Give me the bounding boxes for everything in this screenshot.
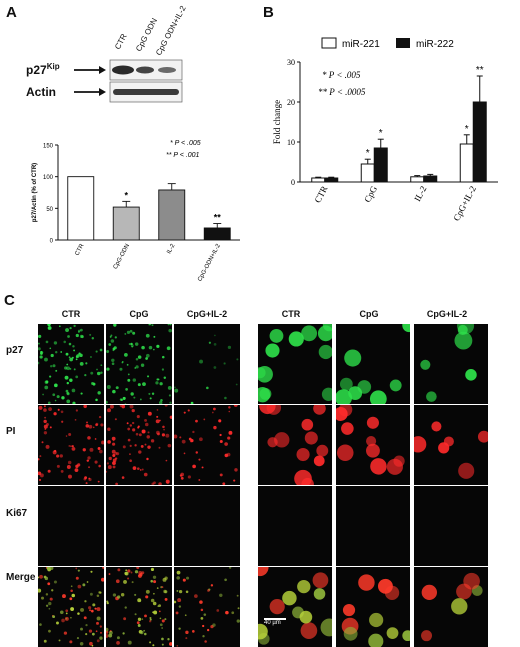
chart-b-significance: * [366,148,370,159]
chart-b-significance: ** [476,65,484,76]
micrograph-tile [38,486,104,566]
chart-a-significance: ** [214,213,222,223]
chart-b-bar [311,177,326,183]
blot-col-cpg-il2: CpG ODN+IL-2 [154,4,188,58]
grid-col-label: CpG [129,309,149,319]
micrograph-tile [258,486,332,566]
chart-b-bar [472,101,487,183]
p27-text: p27 [26,63,47,77]
chart-a-y-tick-label: 150 [43,144,54,150]
micrograph-tile [336,567,410,647]
scale-bar-left: 40 µm [264,618,286,626]
chart-b-y-tick-label: 0 [291,178,295,187]
micrograph-tile [174,324,240,404]
p27-band-cpg-il2 [158,67,176,73]
blot-p27-label: p27Kip [26,62,60,77]
blot-col-ctr: CTR [113,32,129,51]
micrograph-tile [106,324,172,404]
chart-a-x-tick-label: CpG-ODN+IL-2 [197,243,222,283]
chart-b-annotation: * P < .005 [322,70,361,80]
chart-b-bar [324,177,339,183]
micrograph-tile [258,324,332,404]
chart-b-legend-label: miR-221 [342,39,380,50]
grid-col-label: CpG [359,309,379,319]
chart-b: miR-221 miR-222 * P < .005 ** P < .0005 0 10 2… [272,37,498,223]
chart-a-bar [158,189,186,241]
chart-a-ylabel: p27/Actin (% of CTR) [32,163,38,222]
p27-band-ctr [112,65,134,75]
chart-a-legend: * P < .005 [170,140,201,147]
chart-b-x-tick-label: CTR [312,184,329,204]
chart-a: 0 50 100 150 p27/Actin (% of CTR) CTR * CpG-ODN… [32,140,240,283]
micrograph-tile [336,405,410,485]
chart-a-x-tick-label: IL-2 [166,243,176,256]
panel-b-letter: B [263,4,274,21]
chart-b-y-tick-label: 10 [287,138,295,147]
chart-a-x-tick-label: CpG-ODN [113,243,131,270]
western-blot [74,59,183,103]
chart-a-y-tick-label: 0 [50,239,54,245]
micrograph-tile [38,405,104,485]
grid-row-label: p27 [6,345,24,356]
panel-c-letter: C [4,292,15,309]
grid-row-label: Merge [6,572,36,583]
grid-col-label: CTR [281,309,301,319]
chart-b-x-tick-label: CpG+IL-2 [451,184,478,222]
micrograph-tile [174,405,240,485]
chart-a-y-tick-label: 50 [46,207,53,213]
chart-b-legend-label: miR-222 [416,39,454,50]
grid-row-label: PI [6,426,16,437]
micrograph-tile [414,486,488,566]
chart-b-significance: * [465,124,469,135]
chart-a-legend: ** P < .001 [166,152,200,159]
chart-b-y-tick-label: 20 [287,98,295,107]
micrograph-tile [336,486,410,566]
chart-b-legend-swatch [321,37,337,49]
micrograph-tile [414,324,488,404]
chart-b-bar [410,176,425,183]
panel-a-letter: A [6,4,17,21]
grid-col-label: CpG+IL-2 [426,309,468,319]
micrograph-tile [258,405,332,485]
chart-b-annotation: ** P < .0005 [318,87,366,97]
scale-bar-right-label: 10 µm [494,619,511,626]
micrograph-tile [414,405,488,485]
chart-a-x-tick-label: CTR [74,243,85,257]
micrograph-tile [174,486,240,566]
micrograph-tile [38,324,104,404]
chart-b-bar [360,163,375,183]
chart-b-legend-swatch [396,38,410,48]
chart-b-y-tick-label: 30 [287,58,295,67]
micrograph-tile [38,567,104,647]
chart-a-bar [203,227,231,241]
chart-b-bar [459,143,474,183]
scale-bar-right: 10 µm [494,618,512,626]
chart-a-bar [67,176,95,241]
chart-b-bar [373,147,388,183]
p27-superscript: Kip [46,62,60,71]
p27-band-cpg [136,66,154,74]
chart-a-bar [112,206,140,241]
blot-actin-label: Actin [26,85,56,99]
chart-a-y-tick-label: 100 [43,175,54,181]
micrograph-tile [336,324,410,404]
micrograph-tile [174,567,240,647]
chart-a-significance: * [124,190,128,200]
grid-col-label: CTR [61,309,81,319]
micrograph-tile [106,405,172,485]
actin-band [113,89,179,95]
chart-b-ylabel: Fold change [272,100,282,144]
grid-row-label: Ki67 [6,508,28,519]
micrograph-tile [106,567,172,647]
micrograph-tile [414,567,488,647]
scale-bar-left-label: 40 µm [264,619,281,626]
micrograph-tile [258,567,332,647]
chart-b-significance: * [379,128,383,139]
chart-b-x-tick-label: IL-2 [412,184,428,203]
chart-b-x-tick-label: CpG [362,184,379,204]
grid-col-label: CpG+IL-2 [186,309,228,319]
chart-b-bar [423,175,438,183]
micrograph-tile [106,486,172,566]
